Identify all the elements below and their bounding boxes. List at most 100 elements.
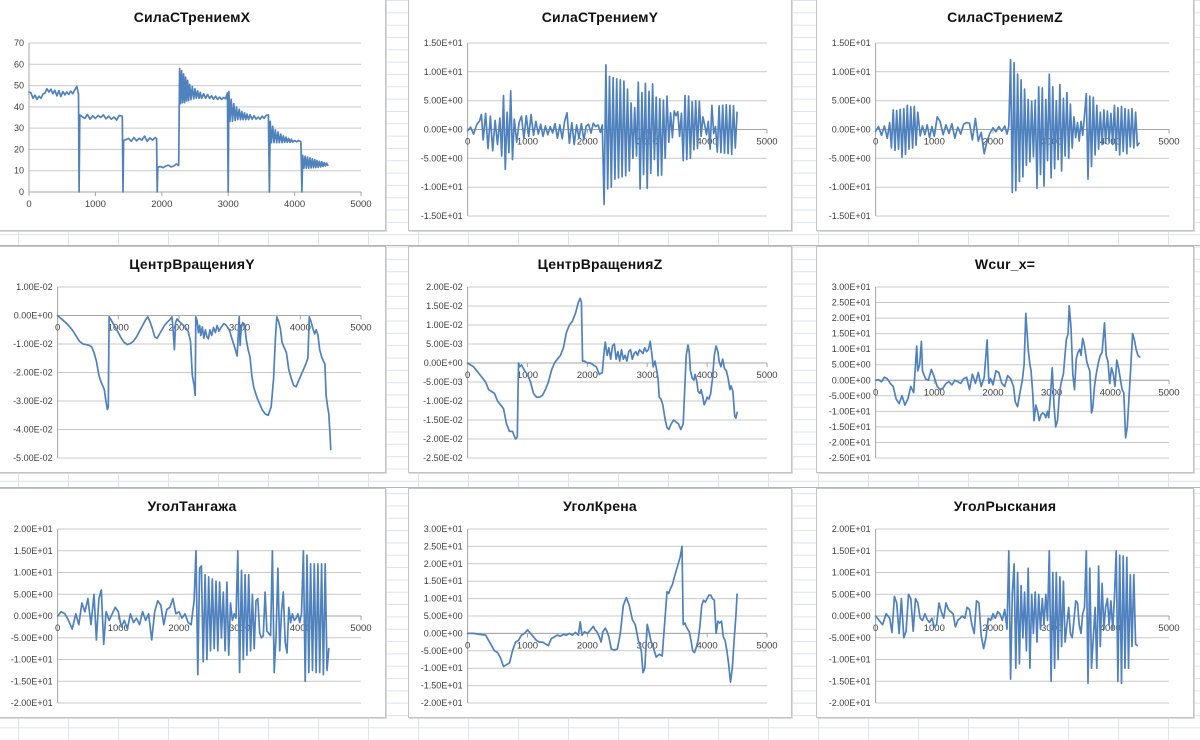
svg-text:4000: 4000 <box>1100 623 1121 634</box>
chart-ugol-tangazha[interactable]: УголТангажа 0 1000 2000 3000 4000 5000 -2.00E+… <box>0 488 386 718</box>
svg-text:1000: 1000 <box>924 623 945 634</box>
svg-text:5000: 5000 <box>756 370 777 381</box>
svg-text:-1.00E-02: -1.00E-02 <box>13 339 53 349</box>
chart-ugol-krena[interactable]: УголКрена 0 1000 2000 3000 4000 5000 -2.00E+01… <box>408 488 792 718</box>
chart-sila-s-treniem-x[interactable]: СилаСТрениемX 0 1000 2000 3000 4000 5000 0 10 20… <box>0 0 386 231</box>
svg-text:70: 70 <box>14 38 24 48</box>
svg-text:0.00E+00: 0.00E+00 <box>832 611 871 621</box>
chart-title: СилаСТрениемZ <box>947 9 1063 25</box>
svg-text:-1.50E+01: -1.50E+01 <box>11 676 53 686</box>
svg-text:1000: 1000 <box>924 137 945 148</box>
svg-text:0: 0 <box>19 187 24 197</box>
svg-text:2000: 2000 <box>577 640 598 651</box>
svg-text:4000: 4000 <box>290 323 311 334</box>
chart-centr-vrashcheniya-z[interactable]: ЦентрВращенияZ 0 1000 2000 3000 4000 5000 -2.5… <box>408 246 792 473</box>
svg-text:4000: 4000 <box>697 370 718 381</box>
svg-text:5000: 5000 <box>756 137 777 148</box>
chart-ugol-ryskaniya[interactable]: УголРыскания 0 1000 2000 3000 4000 5000 -2.00E… <box>816 488 1194 718</box>
svg-text:5.00E+00: 5.00E+00 <box>424 96 463 106</box>
svg-text:-1.50E+01: -1.50E+01 <box>421 681 463 691</box>
svg-text:-1.00E+01: -1.00E+01 <box>421 182 463 192</box>
svg-text:-5.00E-02: -5.00E-02 <box>13 453 53 463</box>
svg-text:5.00E+00: 5.00E+00 <box>832 589 871 599</box>
svg-text:2000: 2000 <box>577 137 598 148</box>
svg-text:-3.00E-02: -3.00E-02 <box>13 396 53 406</box>
svg-text:1.00E+01: 1.00E+01 <box>424 67 463 77</box>
svg-text:1.00E+01: 1.00E+01 <box>832 568 871 578</box>
chart-title: СилаСТрениемY <box>541 9 659 25</box>
svg-text:-2.00E+01: -2.00E+01 <box>421 698 463 708</box>
svg-text:1.50E+01: 1.50E+01 <box>832 38 871 48</box>
svg-text:2000: 2000 <box>982 137 1003 148</box>
svg-text:0.00E+00: 0.00E+00 <box>424 358 463 368</box>
svg-text:1.50E+01: 1.50E+01 <box>424 38 463 48</box>
chart-centr-vrashcheniya-y[interactable]: ЦентрВращенияY 0 1000 2000 3000 4000 5000 -5.0… <box>0 246 386 473</box>
svg-text:5.00E+00: 5.00E+00 <box>832 96 871 106</box>
chart-canvas: 0 1000 2000 3000 4000 5000-1.50E+01-1.00E+01-… <box>829 38 1180 221</box>
svg-text:5000: 5000 <box>350 199 371 210</box>
svg-text:-2.00E-02: -2.00E-02 <box>13 368 53 378</box>
svg-text:4000: 4000 <box>1100 137 1121 148</box>
svg-text:-1.00E+01: -1.00E+01 <box>829 182 871 192</box>
svg-text:3000: 3000 <box>637 640 658 651</box>
chart-title: УголРыскания <box>953 498 1057 514</box>
svg-text:0.00E+00: 0.00E+00 <box>832 375 871 385</box>
svg-text:0: 0 <box>465 370 470 381</box>
svg-text:20: 20 <box>14 144 24 154</box>
svg-text:-5.00E+00: -5.00E+00 <box>11 633 53 643</box>
chart-title: Wcur_x= <box>974 256 1036 272</box>
chart-title: УголКрена <box>563 498 637 514</box>
svg-text:0: 0 <box>26 199 31 210</box>
svg-text:-1.00E+01: -1.00E+01 <box>11 655 53 665</box>
chart-sila-s-treniem-z[interactable]: СилаСТрениемZ 0 1000 2000 3000 4000 5000 -1.50… <box>816 0 1194 231</box>
svg-text:1000: 1000 <box>108 623 129 634</box>
svg-text:-1.00E+01: -1.00E+01 <box>829 406 871 416</box>
svg-text:2.00E+01: 2.00E+01 <box>424 559 463 569</box>
chart-canvas: 0 1000 2000 3000 4000 5000-2.00E+01-1.50E+01-… <box>421 524 778 708</box>
svg-text:5000: 5000 <box>1158 623 1179 634</box>
svg-text:-1.50E+01: -1.50E+01 <box>829 422 871 432</box>
svg-text:-5.00E+00: -5.00E+00 <box>421 153 463 163</box>
svg-text:-2.00E-02: -2.00E-02 <box>423 434 463 444</box>
svg-text:60: 60 <box>14 59 24 69</box>
svg-text:0: 0 <box>873 387 878 398</box>
svg-text:1000: 1000 <box>924 387 945 398</box>
chart-title: ЦентрВращенияZ <box>537 256 663 272</box>
svg-text:3.00E+01: 3.00E+01 <box>424 524 463 534</box>
svg-text:-2.00E+01: -2.00E+01 <box>829 438 871 448</box>
chart-wcur-x[interactable]: Wcur_x= 0 1000 2000 3000 4000 5000 -2.50E+01 -2… <box>816 246 1194 473</box>
svg-text:2000: 2000 <box>577 370 598 381</box>
svg-text:5000: 5000 <box>350 323 371 334</box>
chart-canvas: 0 1000 2000 3000 4000 5000-2.00E+01-1.50E+01-… <box>829 524 1180 708</box>
svg-text:-1.50E+01: -1.50E+01 <box>421 211 463 221</box>
svg-text:5.00E+00: 5.00E+00 <box>14 589 53 599</box>
svg-text:0: 0 <box>873 623 878 634</box>
svg-text:0.00E+00: 0.00E+00 <box>832 125 871 135</box>
svg-text:2000: 2000 <box>168 323 189 334</box>
svg-text:5.00E+00: 5.00E+00 <box>424 611 463 621</box>
svg-text:-1.50E+01: -1.50E+01 <box>829 211 871 221</box>
svg-text:5000: 5000 <box>756 640 777 651</box>
svg-text:0.00E+00: 0.00E+00 <box>14 311 53 321</box>
svg-text:1.00E+01: 1.00E+01 <box>424 594 463 604</box>
svg-text:-1.50E+01: -1.50E+01 <box>829 676 871 686</box>
svg-text:-4.00E-02: -4.00E-02 <box>13 425 53 435</box>
svg-text:-1.00E-02: -1.00E-02 <box>423 396 463 406</box>
svg-text:0: 0 <box>55 323 60 334</box>
row-divider <box>0 245 1200 246</box>
svg-text:5.00E+00: 5.00E+00 <box>832 360 871 370</box>
chart-canvas: 0 1000 2000 3000 4000 5000-1.50E+01-1.00E+01-… <box>421 38 778 221</box>
svg-text:1.00E+01: 1.00E+01 <box>832 344 871 354</box>
svg-text:0: 0 <box>873 137 878 148</box>
chart-sila-s-treniem-y[interactable]: СилаСТрениемY 0 1000 2000 3000 4000 5000 -1.50… <box>408 0 792 231</box>
svg-text:0: 0 <box>465 640 470 651</box>
svg-text:1.50E+01: 1.50E+01 <box>832 329 871 339</box>
svg-text:-1.50E-02: -1.50E-02 <box>423 415 463 425</box>
svg-text:2.00E-02: 2.00E-02 <box>426 282 463 292</box>
svg-text:0.00E+00: 0.00E+00 <box>424 125 463 135</box>
svg-text:0: 0 <box>55 623 60 634</box>
svg-text:3000: 3000 <box>637 370 658 381</box>
svg-text:-5.00E+00: -5.00E+00 <box>829 153 871 163</box>
svg-text:10: 10 <box>14 166 24 176</box>
